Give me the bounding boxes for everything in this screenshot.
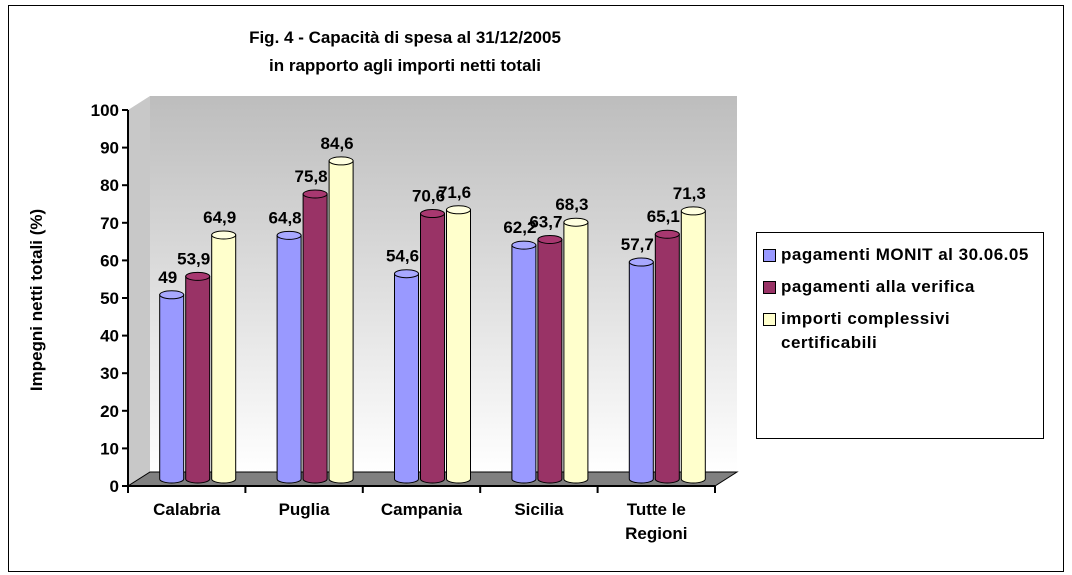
cylinder bbox=[654, 229, 680, 484]
data-label: 65,1 bbox=[647, 207, 680, 226]
bar-top bbox=[680, 206, 706, 216]
y-tick-label: 80 bbox=[100, 176, 119, 195]
bar-top bbox=[394, 269, 419, 279]
data-label: 71,3 bbox=[673, 184, 706, 203]
bar bbox=[680, 210, 706, 484]
data-label: 64,8 bbox=[269, 208, 302, 227]
legend-swatch bbox=[763, 249, 776, 262]
bar bbox=[446, 209, 471, 484]
bar bbox=[211, 234, 237, 484]
bar bbox=[328, 160, 354, 484]
cylinder bbox=[563, 217, 589, 484]
data-label: 57,7 bbox=[621, 235, 654, 254]
y-tick-label: 20 bbox=[100, 402, 119, 421]
data-label: 70,6 bbox=[412, 187, 445, 206]
y-tick-label: 0 bbox=[110, 477, 119, 496]
bar-top bbox=[276, 230, 302, 240]
cylinder bbox=[302, 189, 328, 484]
legend-item: pagamenti alla verifica bbox=[763, 275, 1037, 299]
y-tick-label: 70 bbox=[100, 214, 119, 233]
bar-top bbox=[302, 189, 328, 199]
bar-top bbox=[563, 217, 589, 227]
cylinder bbox=[511, 240, 537, 484]
cylinder bbox=[185, 271, 211, 484]
legend-item: importi complessivi certificabili bbox=[763, 307, 1037, 355]
cylinder bbox=[394, 269, 419, 484]
bar-top bbox=[328, 156, 354, 166]
cylinder bbox=[446, 205, 471, 484]
cylinder bbox=[159, 290, 185, 484]
data-label: 84,6 bbox=[321, 134, 354, 153]
bar-top bbox=[211, 230, 237, 240]
y-tick-label: 10 bbox=[100, 439, 119, 458]
bar bbox=[537, 238, 563, 484]
data-label: 54,6 bbox=[386, 247, 419, 266]
bar-top bbox=[537, 234, 563, 244]
side-wall bbox=[128, 96, 150, 486]
y-tick-label: 100 bbox=[91, 101, 119, 120]
cylinder bbox=[420, 209, 445, 484]
bar bbox=[276, 234, 302, 484]
y-axis-label: Impegni netti totali (%) bbox=[27, 209, 46, 391]
bar bbox=[563, 221, 589, 484]
cylinder bbox=[537, 234, 563, 484]
cylinder bbox=[276, 230, 302, 484]
legend-label: pagamenti MONIT al 30.06.05 bbox=[781, 245, 1029, 264]
frame bbox=[8, 5, 1064, 572]
data-label: 62,2 bbox=[503, 218, 536, 237]
data-label: 75,8 bbox=[295, 167, 328, 186]
y-tick-label: 30 bbox=[100, 364, 119, 383]
bar bbox=[302, 193, 328, 484]
cylinder bbox=[211, 230, 237, 484]
bar bbox=[420, 213, 445, 484]
x-tick-label: Sicilia bbox=[514, 500, 564, 519]
y-tick-label: 60 bbox=[100, 251, 119, 270]
bar bbox=[654, 233, 680, 484]
chart-title: Fig. 4 - Capacità di spesa al 31/12/2005 bbox=[249, 28, 561, 47]
bar bbox=[511, 244, 537, 484]
data-label: 53,9 bbox=[177, 249, 210, 268]
legend-label: importi complessivi certificabili bbox=[781, 309, 951, 352]
bar-top bbox=[446, 205, 471, 215]
cylinder bbox=[680, 206, 706, 484]
cylinder bbox=[628, 257, 654, 484]
bar-top bbox=[628, 257, 654, 267]
bar bbox=[159, 294, 185, 484]
legend-item: pagamenti MONIT al 30.06.05 bbox=[763, 243, 1037, 267]
chart-subtitle: in rapporto agli importi netti totali bbox=[269, 56, 541, 75]
data-label: 49 bbox=[158, 268, 177, 287]
y-tick-label: 90 bbox=[100, 139, 119, 158]
cylinder bbox=[328, 156, 354, 484]
data-label: 68,3 bbox=[555, 195, 588, 214]
bar-top bbox=[654, 229, 680, 239]
data-label: 63,7 bbox=[529, 212, 562, 231]
legend-label: pagamenti alla verifica bbox=[781, 277, 975, 296]
legend: pagamenti MONIT al 30.06.05 pagamenti all… bbox=[756, 232, 1044, 439]
legend-swatch bbox=[763, 313, 776, 326]
y-tick-label: 40 bbox=[100, 327, 119, 346]
bar bbox=[185, 275, 211, 484]
bar-top bbox=[185, 271, 211, 281]
x-tick-label: Calabria bbox=[153, 500, 221, 519]
legend-swatch bbox=[763, 281, 776, 294]
bar bbox=[394, 273, 419, 484]
bar-top bbox=[420, 209, 445, 219]
y-tick-label: 50 bbox=[100, 289, 119, 308]
bar-top bbox=[511, 240, 537, 250]
x-tick-label: Puglia bbox=[278, 500, 330, 519]
x-tick-label: Tutte le Regioni bbox=[625, 500, 688, 543]
bar bbox=[628, 261, 654, 484]
bar-top bbox=[159, 290, 185, 300]
data-label: 71,6 bbox=[438, 183, 471, 202]
x-tick-label: Campania bbox=[380, 500, 463, 519]
data-label: 64,9 bbox=[203, 208, 236, 227]
